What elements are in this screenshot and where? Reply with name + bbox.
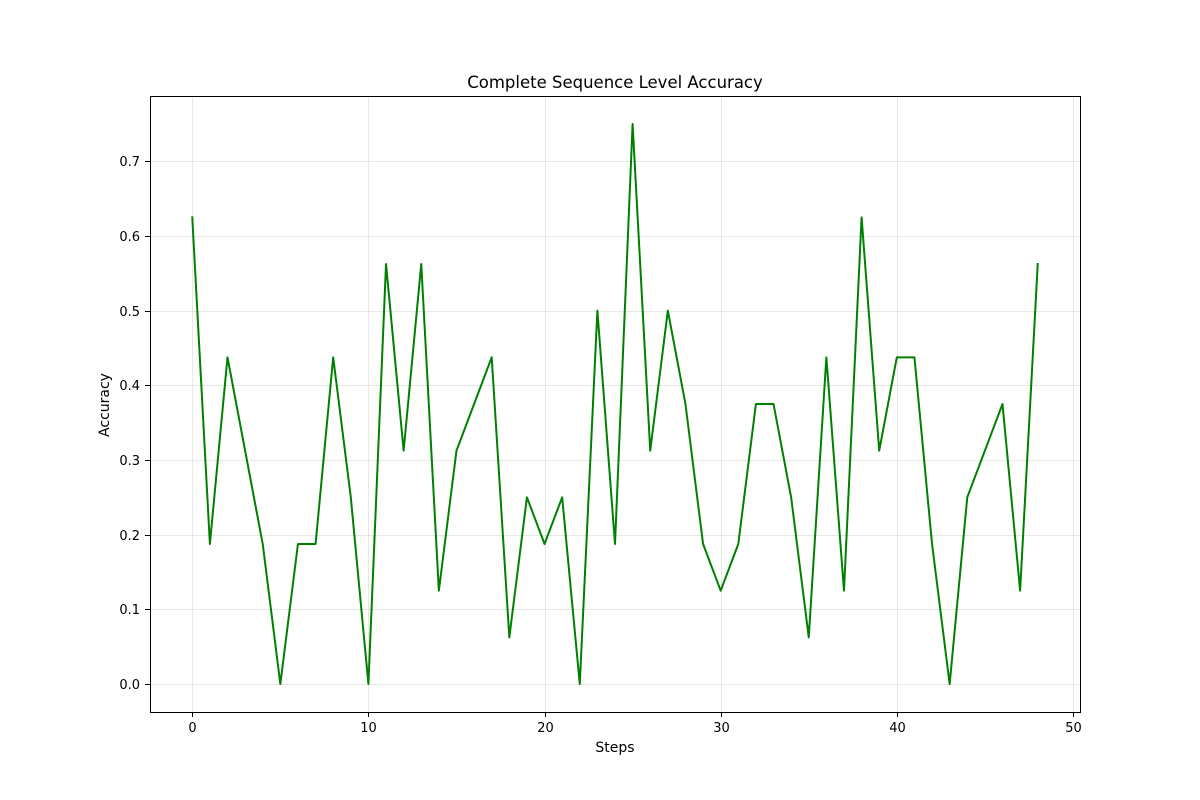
x-tick-label: 30 [713,721,730,736]
y-tick-label: 0.7 [119,155,140,170]
y-axis: 0.0 0.1 0.2 0.3 0.4 0.5 0.6 0.7 [119,155,150,693]
y-tick-label: 0.3 [119,454,140,469]
plot-frame [150,96,1081,713]
y-axis-label: Accuracy [97,373,113,437]
y-tick-label: 0.2 [119,529,140,544]
x-tick-label: 20 [537,721,554,736]
y-tick-label: 0.1 [119,603,140,618]
series-layer [191,123,1039,685]
x-axis-label: Steps [595,740,634,756]
series-line [191,123,1039,685]
x-axis: 0 10 20 30 40 50 [188,712,1082,736]
x-tick-label: 50 [1065,721,1082,736]
y-tick-label: 0.6 [119,230,140,245]
grid [150,96,1080,712]
x-tick-label: 0 [188,721,196,736]
y-tick-label: 0.0 [119,678,140,693]
x-tick-label: 10 [360,721,377,736]
chart-title: Complete Sequence Level Accuracy [467,73,763,92]
y-tick-label: 0.5 [119,305,140,320]
y-tick-label: 0.4 [119,379,140,394]
x-tick-label: 40 [889,721,906,736]
